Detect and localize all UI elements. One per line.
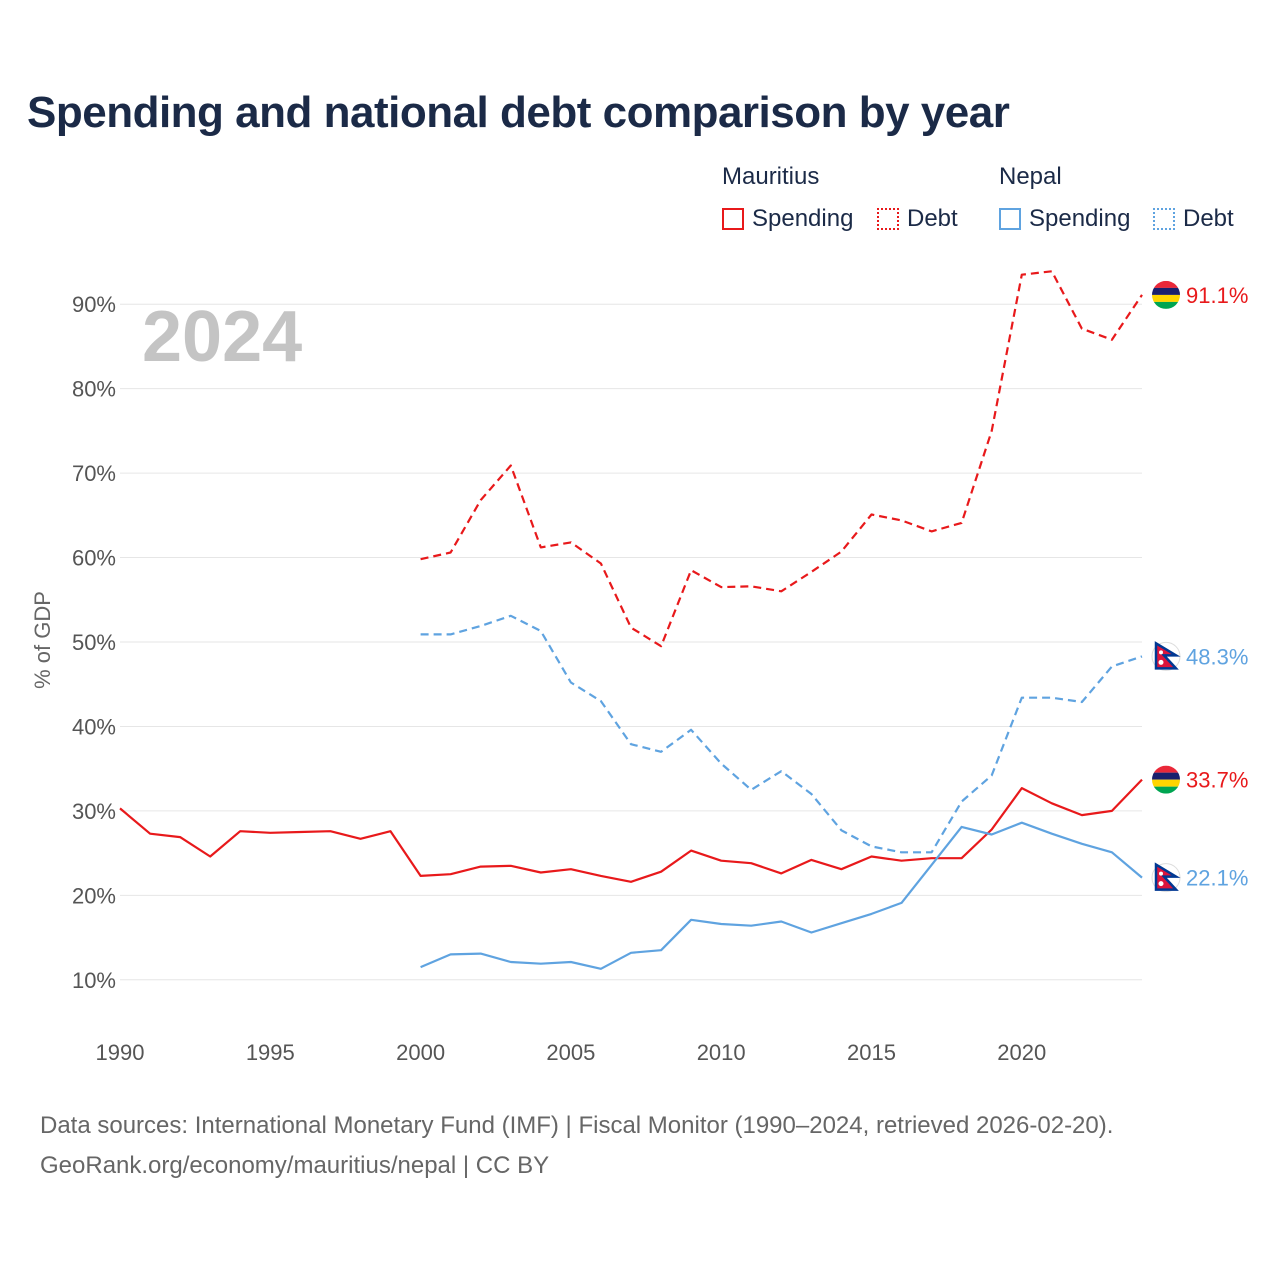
y-tick-label: 70% [72, 461, 116, 486]
flag-stripe [1152, 301, 1180, 309]
y-tick-label: 40% [72, 714, 116, 739]
legend-label: Debt [907, 205, 958, 232]
flag-sun [1158, 881, 1164, 887]
y-tick-label: 20% [72, 883, 116, 908]
legend-label: Debt [1183, 205, 1234, 232]
legend-label: Spending [1029, 205, 1131, 232]
x-tick-label: 1995 [246, 1040, 295, 1065]
year-label: 2024 [142, 297, 303, 377]
footer-sources: Data sources: International Monetary Fun… [40, 1112, 1114, 1139]
y-tick-label: 50% [72, 630, 116, 655]
legend-nepal-spending[interactable]: Spending [999, 205, 1130, 233]
legend-country-nepal: Nepal [999, 163, 1062, 190]
end-value-label: 91.1% [1186, 283, 1248, 308]
flag-stripes [1152, 280, 1180, 309]
legend-label: Spending [752, 205, 854, 232]
flag-stripe [1152, 287, 1180, 295]
flag-sun [1158, 659, 1164, 665]
nepal-flag-icon [1151, 862, 1181, 893]
legend-swatch-nepal-debt [1153, 208, 1175, 230]
footer-credit: GeoRank.org/economy/mauritius/nepal | CC… [40, 1152, 550, 1179]
series-line-mauritius-debt [420, 270, 1143, 648]
legend-mauritius-debt[interactable]: Debt [877, 205, 958, 233]
end-value-label: 48.3% [1186, 644, 1248, 669]
series-line-mauritius-spending [119, 778, 1143, 883]
y-axis-label: % of GDP [30, 591, 55, 689]
x-tick-label: 2010 [697, 1040, 746, 1065]
legend-nepal-debt[interactable]: Debt [1153, 205, 1234, 233]
legend-mauritius-spending[interactable]: Spending [722, 205, 853, 233]
footer: Data sources: International Monetary Fun… [40, 1106, 1113, 1186]
x-tick-label: 2015 [847, 1040, 896, 1065]
y-tick-label: 80% [72, 377, 116, 402]
flag-stripe [1152, 786, 1180, 794]
legend-country-mauritius: Mauritius [722, 163, 820, 190]
y-tick-label: 90% [72, 292, 116, 317]
x-tick-label: 2005 [546, 1040, 595, 1065]
y-tick-label: 10% [72, 968, 116, 993]
flag-moon [1159, 650, 1163, 655]
x-tick-label: 1990 [96, 1040, 145, 1065]
legend-swatch-mauritius-spending [722, 208, 744, 230]
flag-stripe [1152, 294, 1180, 302]
series-line-nepal-debt [420, 614, 1143, 854]
flag-stripe [1152, 280, 1180, 288]
chart-title: Spending and national debt comparison by… [27, 88, 1010, 137]
y-tick-label: 30% [72, 799, 116, 824]
x-tick-label: 2000 [396, 1040, 445, 1065]
flag-stripe [1152, 779, 1180, 787]
flag-stripe [1152, 765, 1180, 773]
flag-stripe [1152, 772, 1180, 780]
flag-moon [1159, 871, 1163, 876]
mauritius-flag-icon [1152, 280, 1180, 309]
end-value-label: 33.7% [1186, 768, 1248, 793]
series-line-nepal-spending [420, 821, 1143, 970]
y-tick-label: 60% [72, 546, 116, 571]
end-value-label: 22.1% [1186, 866, 1248, 891]
flag-stripes [1152, 765, 1180, 794]
nepal-flag-icon [1151, 641, 1181, 671]
mauritius-flag-icon [1152, 765, 1180, 794]
legend-swatch-nepal-spending [999, 208, 1021, 230]
legend-swatch-mauritius-debt [877, 208, 899, 230]
x-tick-label: 2020 [997, 1040, 1046, 1065]
